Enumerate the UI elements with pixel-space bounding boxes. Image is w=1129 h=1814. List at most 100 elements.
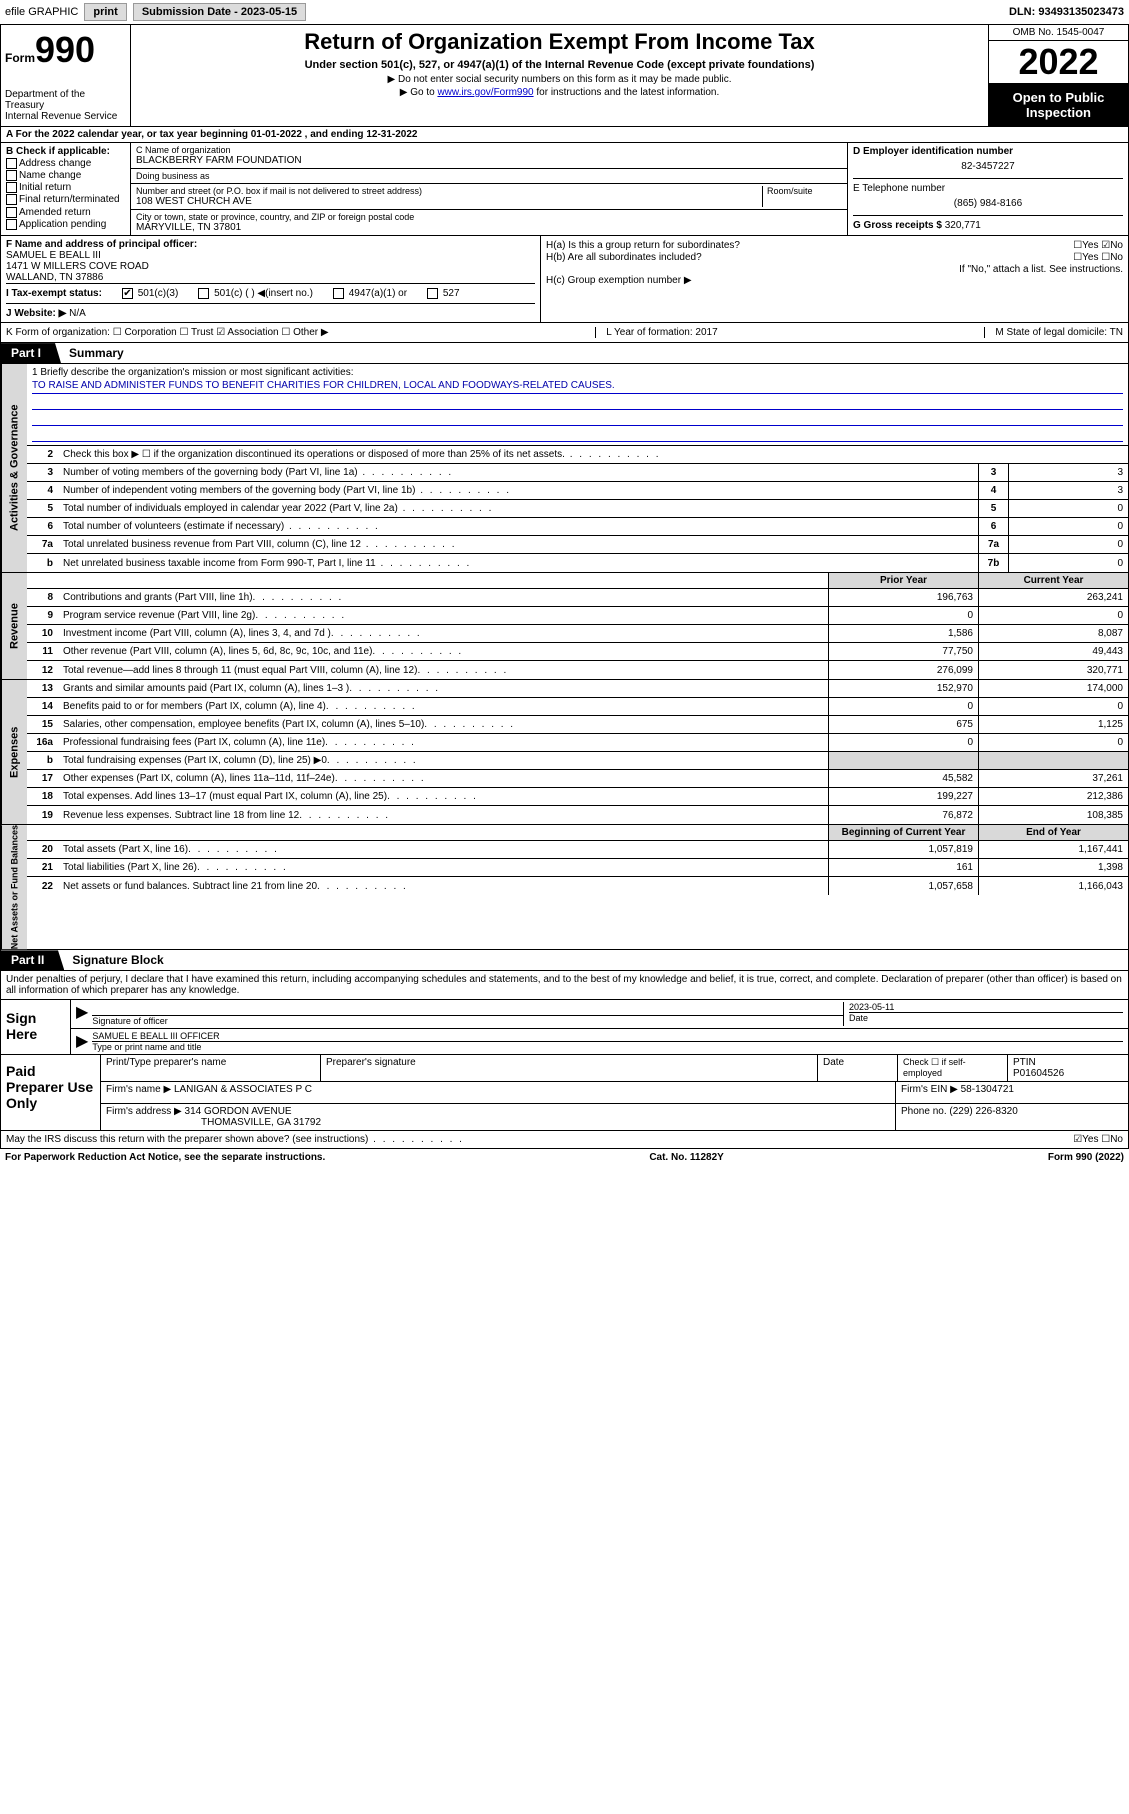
form-of-org: K Form of organization: ☐ Corporation ☐ … <box>6 327 329 338</box>
irs-label: Internal Revenue Service <box>5 111 126 122</box>
irs-link[interactable]: www.irs.gov/Form990 <box>437 87 533 98</box>
block-bcde: B Check if applicable: Address change Na… <box>0 143 1129 236</box>
efile-topbar: efile GRAPHIC print Submission Date - 20… <box>0 0 1129 25</box>
chk-name-change[interactable]: Name change <box>6 170 125 181</box>
gov-line: 5Total number of individuals employed in… <box>27 500 1128 518</box>
print-button[interactable]: print <box>84 3 126 21</box>
firm-phone: (229) 226-8320 <box>949 1106 1017 1117</box>
principal-officer: F Name and address of principal officer:… <box>1 236 541 322</box>
block-fgh: F Name and address of principal officer:… <box>0 236 1129 323</box>
group-return: H(a) Is this a group return for subordin… <box>541 236 1128 322</box>
ssn-note: ▶ Do not enter social security numbers o… <box>139 74 980 85</box>
row-k: K Form of organization: ☐ Corporation ☐ … <box>0 323 1129 343</box>
ein: 82-3457227 <box>853 161 1123 172</box>
gov-line: 6Total number of volunteers (estimate if… <box>27 518 1128 536</box>
open-public: Open to Public Inspection <box>989 84 1128 126</box>
chk-address-change[interactable]: Address change <box>6 158 125 169</box>
fin-line: 14Benefits paid to or for members (Part … <box>27 698 1128 716</box>
part1-header: Part I Summary <box>0 343 1129 364</box>
fin-line: 19Revenue less expenses. Subtract line 1… <box>27 806 1128 824</box>
city-state-zip: MARYVILLE, TN 37801 <box>136 222 842 233</box>
form-number: Form990 <box>5 29 126 71</box>
website: N/A <box>69 308 86 319</box>
tax-year: 2022 <box>989 41 1128 84</box>
mission-text: TO RAISE AND ADMINISTER FUNDS TO BENEFIT… <box>32 380 1123 394</box>
col-c-org-info: C Name of organization BLACKBERRY FARM F… <box>131 143 848 235</box>
part2-header: Part II Signature Block <box>0 950 1129 971</box>
header-left: Form990 Department of the Treasury Inter… <box>1 25 131 126</box>
penalty-statement: Under penalties of perjury, I declare th… <box>0 971 1129 1000</box>
chk-application-pending[interactable]: Application pending <box>6 219 125 230</box>
street-address: 108 WEST CHURCH AVE <box>136 196 762 207</box>
state-domicile: M State of legal domicile: TN <box>984 327 1123 338</box>
governance-section: Activities & Governance 1 Briefly descri… <box>0 364 1129 573</box>
dln-text: DLN: 93493135023473 <box>1009 6 1124 18</box>
telephone: (865) 984-8166 <box>853 198 1123 209</box>
gov-line: 4Number of independent voting members of… <box>27 482 1128 500</box>
chk-final-return[interactable]: Final return/terminated <box>6 194 125 205</box>
year-formation: L Year of formation: 2017 <box>595 327 717 338</box>
col-b-checkboxes: B Check if applicable: Address change Na… <box>1 143 131 235</box>
firm-addr2: THOMASVILLE, GA 31792 <box>201 1117 321 1128</box>
ptin: P01604526 <box>1013 1068 1064 1079</box>
website-note: ▶ Go to www.irs.gov/Form990 for instruct… <box>139 87 980 98</box>
vtab-revenue: Revenue <box>1 573 27 679</box>
gross-receipts: 320,771 <box>945 220 981 231</box>
fin-line: 13Grants and similar amounts paid (Part … <box>27 680 1128 698</box>
fin-line: 18Total expenses. Add lines 13–17 (must … <box>27 788 1128 806</box>
chk-4947[interactable]: 4947(a)(1) or <box>333 288 407 299</box>
header-right: OMB No. 1545-0047 2022 Open to Public In… <box>988 25 1128 126</box>
chk-527[interactable]: 527 <box>427 288 459 299</box>
fin-line: 12Total revenue—add lines 8 through 11 (… <box>27 661 1128 679</box>
fin-line: 11Other revenue (Part VIII, column (A), … <box>27 643 1128 661</box>
vtab-governance: Activities & Governance <box>1 364 27 572</box>
expenses-section: Expenses 13Grants and similar amounts pa… <box>0 680 1129 825</box>
fin-line: 15Salaries, other compensation, employee… <box>27 716 1128 734</box>
arrow-icon: ▶ <box>76 1031 88 1052</box>
sign-here-block: Sign Here ▶ Signature of officer 2023-05… <box>0 1000 1129 1055</box>
omb-number: OMB No. 1545-0047 <box>989 25 1128 41</box>
netassets-section: Net Assets or Fund Balances Beginning of… <box>0 825 1129 950</box>
chk-amended-return[interactable]: Amended return <box>6 207 125 218</box>
form-header: Form990 Department of the Treasury Inter… <box>0 25 1129 127</box>
form-subtitle: Under section 501(c), 527, or 4947(a)(1)… <box>139 59 980 71</box>
chk-initial-return[interactable]: Initial return <box>6 182 125 193</box>
ha-answer: ☐Yes ☑No <box>1073 240 1123 251</box>
efile-label: efile GRAPHIC <box>5 6 78 18</box>
gov-line: 3Number of voting members of the governi… <box>27 464 1128 482</box>
irs-discuss-row: May the IRS discuss this return with the… <box>0 1131 1129 1149</box>
header-center: Return of Organization Exempt From Incom… <box>131 25 988 126</box>
fin-line: 21Total liabilities (Part X, line 26)161… <box>27 859 1128 877</box>
chk-501c[interactable]: 501(c) ( ) ◀(insert no.) <box>198 288 313 299</box>
fin-line: 8Contributions and grants (Part VIII, li… <box>27 589 1128 607</box>
netassets-header: Beginning of Current Year End of Year <box>27 825 1128 841</box>
hb-answer: ☐Yes ☐No <box>1073 252 1123 263</box>
form-title: Return of Organization Exempt From Incom… <box>139 29 980 55</box>
revenue-section: Revenue Prior Year Current Year 8Contrib… <box>0 573 1129 680</box>
fin-line: 10Investment income (Part VIII, column (… <box>27 625 1128 643</box>
arrow-icon: ▶ <box>76 1002 88 1026</box>
fin-line: 22Net assets or fund balances. Subtract … <box>27 877 1128 895</box>
fin-line: 16aProfessional fundraising fees (Part I… <box>27 734 1128 752</box>
fin-line: 9Program service revenue (Part VIII, lin… <box>27 607 1128 625</box>
gov-line: 2Check this box ▶ ☐ if the organization … <box>27 446 1128 464</box>
fin-line: bTotal fundraising expenses (Part IX, co… <box>27 752 1128 770</box>
org-name: BLACKBERRY FARM FOUNDATION <box>136 155 842 166</box>
col-d-ein-tel: D Employer identification number 82-3457… <box>848 143 1128 235</box>
officer-name: SAMUEL E BEALL III OFFICER <box>92 1031 1123 1042</box>
submission-date-button[interactable]: Submission Date - 2023-05-15 <box>133 3 306 21</box>
sign-date: 2023-05-11 <box>849 1002 1123 1013</box>
firm-addr1: 314 GORDON AVENUE <box>185 1106 292 1117</box>
paid-preparer-block: Paid Preparer Use Only Print/Type prepar… <box>0 1055 1129 1131</box>
fin-line: 20Total assets (Part X, line 16)1,057,81… <box>27 841 1128 859</box>
dept-treasury: Department of the Treasury <box>5 89 126 111</box>
vtab-netassets: Net Assets or Fund Balances <box>1 825 27 949</box>
firm-ein: 58-1304721 <box>961 1084 1014 1095</box>
revenue-header: Prior Year Current Year <box>27 573 1128 589</box>
irs-discuss-answer: ☑Yes ☐No <box>1073 1134 1123 1145</box>
firm-name: LANIGAN & ASSOCIATES P C <box>174 1084 312 1095</box>
chk-501c3[interactable]: 501(c)(3) <box>122 288 178 299</box>
gov-line: bNet unrelated business taxable income f… <box>27 554 1128 572</box>
fin-line: 17Other expenses (Part IX, column (A), l… <box>27 770 1128 788</box>
paperwork-footer: For Paperwork Reduction Act Notice, see … <box>0 1149 1129 1166</box>
